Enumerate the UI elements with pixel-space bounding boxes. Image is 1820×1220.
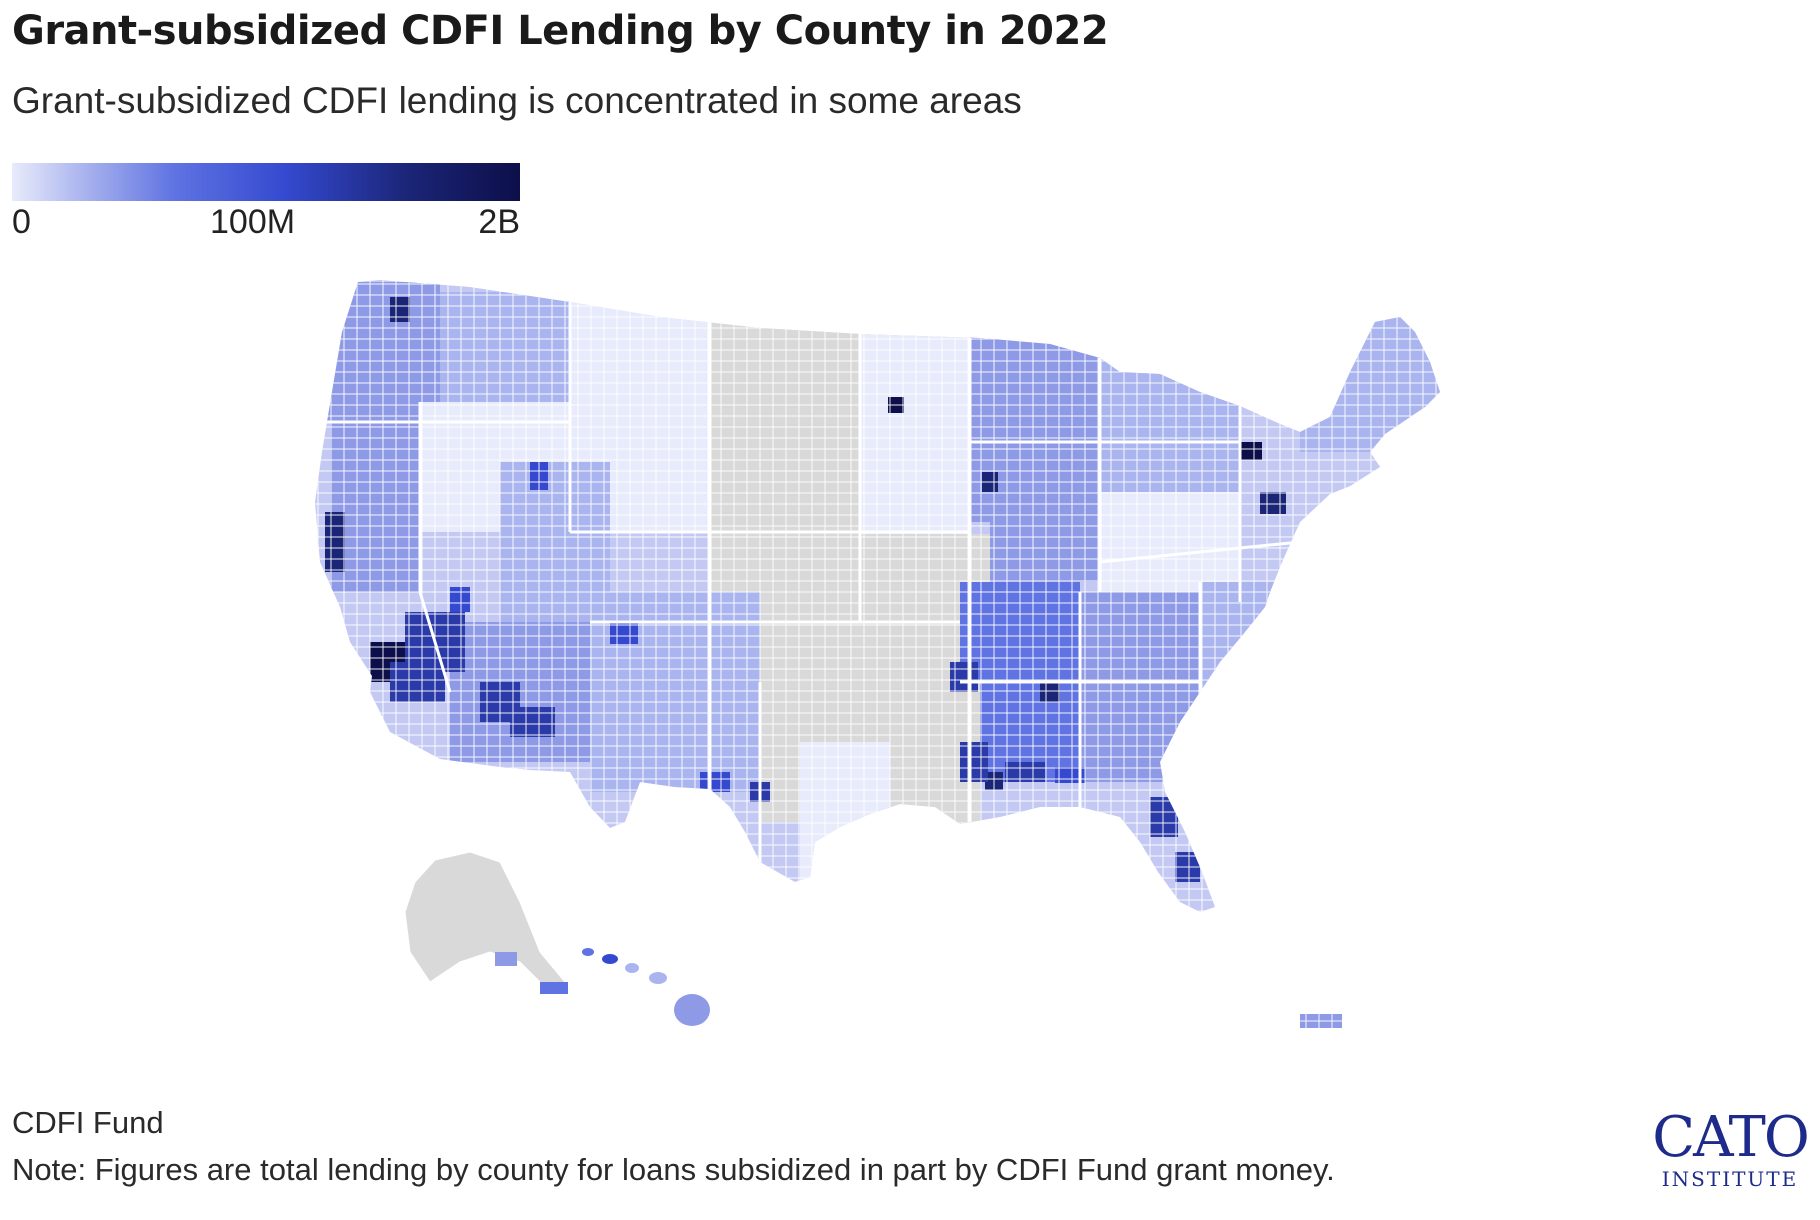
legend-tick-mid: 100M — [210, 203, 296, 241]
color-legend: 0 100M 2B — [12, 163, 520, 245]
map-region-alaska — [404, 851, 566, 993]
alaska-southeast-counties — [540, 982, 568, 994]
us-county-choropleth-map — [315, 280, 1440, 1028]
map-region-hawaii — [582, 948, 710, 1026]
logo-subtitle: INSTITUTE — [1661, 1167, 1799, 1191]
chart-title: Grant-subsidized CDFI Lending by County … — [12, 8, 1109, 54]
legend-ticks: 0 100M 2B — [12, 201, 520, 245]
legend-tick-max: 2B — [478, 203, 520, 241]
map-region-puerto-rico — [1300, 1014, 1342, 1028]
cato-institute-logo: CATO INSTITUTE — [1650, 1108, 1810, 1196]
legend-gradient-bar — [12, 163, 520, 201]
legend-tick-min: 0 — [12, 203, 31, 241]
chart-subtitle: Grant-subsidized CDFI lending is concent… — [12, 80, 1022, 121]
alaska-county-highlight — [495, 952, 517, 966]
source-text: CDFI Fund — [12, 1105, 164, 1140]
note-text: Note: Figures are total lending by count… — [12, 1152, 1335, 1187]
logo-wordmark: CATO — [1652, 1105, 1810, 1170]
